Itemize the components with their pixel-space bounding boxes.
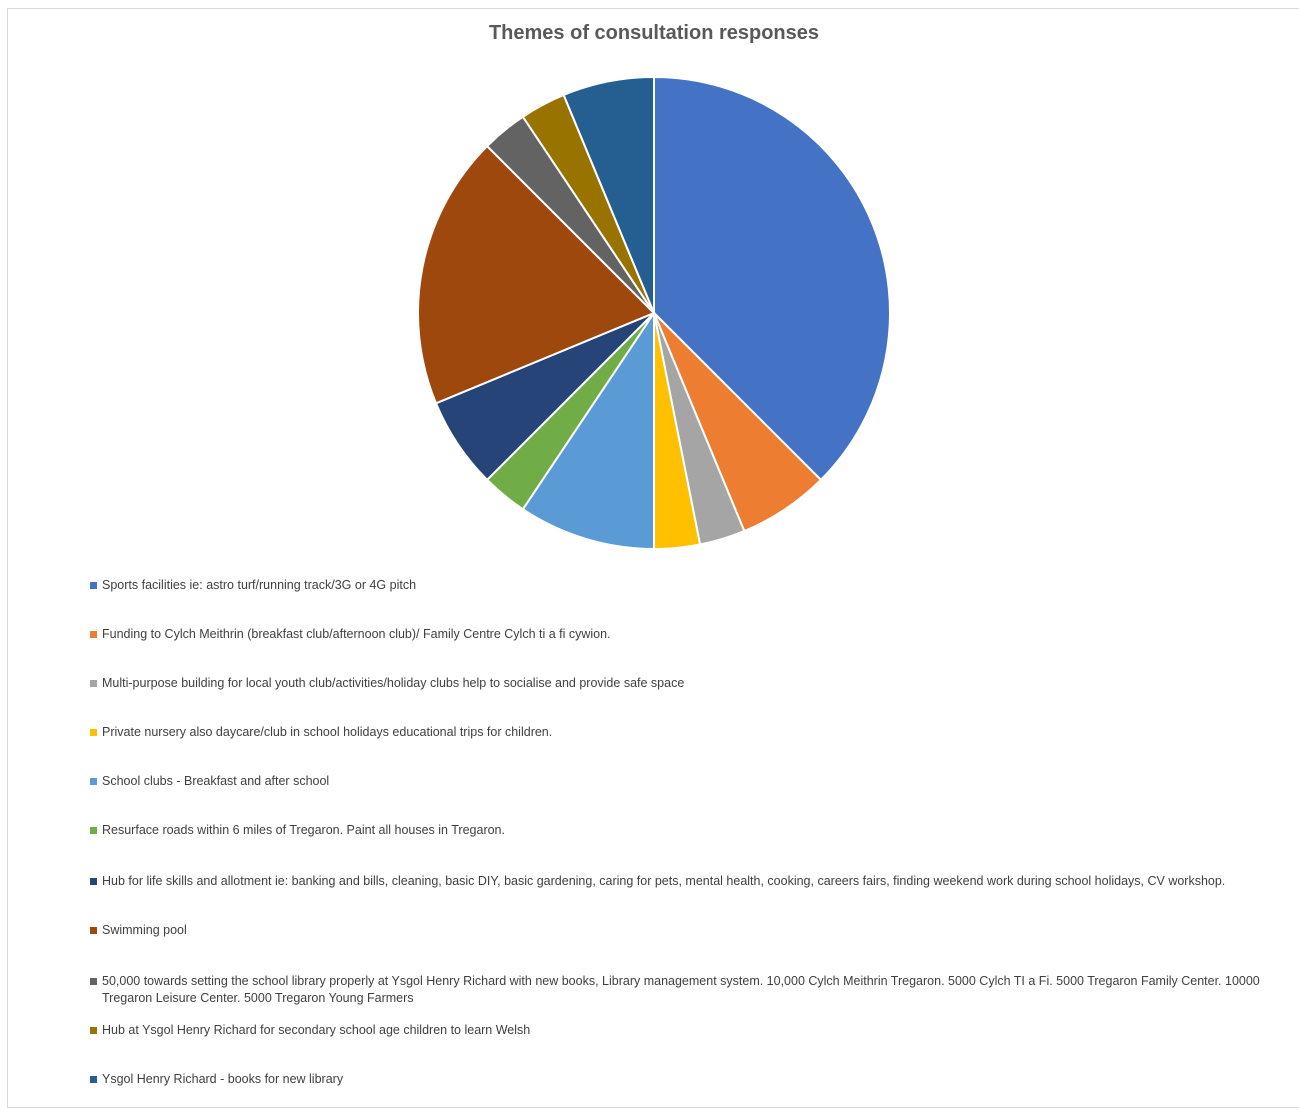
legend-swatch (90, 878, 97, 885)
legend-swatch (90, 631, 97, 638)
legend-item: Sports facilities ie: astro turf/running… (90, 577, 1260, 594)
legend-label: Hub for life skills and allotment ie: ba… (102, 874, 1226, 888)
legend-swatch (90, 729, 97, 736)
legend-label: Multi-purpose building for local youth c… (102, 676, 685, 690)
legend-item: Hub for life skills and allotment ie: ba… (90, 873, 1260, 890)
legend-label: Sports facilities ie: astro turf/running… (102, 578, 417, 592)
legend-item: Multi-purpose building for local youth c… (90, 675, 1260, 692)
legend-label: Swimming pool (102, 923, 187, 937)
legend-label: Ysgol Henry Richard - books for new libr… (102, 1072, 344, 1086)
legend-label: Resurface roads within 6 miles of Tregar… (102, 823, 505, 837)
legend-label: Hub at Ysgol Henry Richard for secondary… (102, 1023, 531, 1037)
legend-item: 50,000 towards setting the school librar… (90, 973, 1260, 1007)
legend-item: Funding to Cylch Meithrin (breakfast clu… (90, 626, 1260, 643)
legend-swatch (90, 927, 97, 934)
legend-label: Funding to Cylch Meithrin (breakfast clu… (102, 627, 611, 641)
legend-label: School clubs - Breakfast and after schoo… (102, 774, 330, 788)
legend-label: Private nursery also daycare/club in sch… (102, 725, 553, 739)
pie-slice-1 (653, 75, 891, 482)
legend-item: Hub at Ysgol Henry Richard for secondary… (90, 1022, 1260, 1039)
legend-swatch (90, 1027, 97, 1034)
legend-swatch (90, 582, 97, 589)
legend-item: School clubs - Breakfast and after schoo… (90, 773, 1260, 790)
pie-slice-5 (521, 309, 655, 551)
legend-swatch (90, 978, 97, 985)
legend-item: Resurface roads within 6 miles of Tregar… (90, 822, 1260, 839)
chart-title: Themes of consultation responses (488, 22, 820, 44)
pie-slice-11 (562, 75, 655, 314)
legend-item: Ysgol Henry Richard - books for new libr… (90, 1071, 1260, 1088)
legend-swatch (90, 827, 97, 834)
legend-label: 50,000 towards setting the school librar… (102, 974, 1260, 1005)
pie-slice-8 (417, 144, 656, 405)
legend-swatch (90, 778, 97, 785)
pie-chart (417, 75, 891, 551)
legend-item: Private nursery also daycare/club in sch… (90, 724, 1260, 741)
legend-item: Swimming pool (90, 922, 1260, 939)
legend-swatch (90, 1076, 97, 1083)
legend-swatch (90, 680, 97, 687)
